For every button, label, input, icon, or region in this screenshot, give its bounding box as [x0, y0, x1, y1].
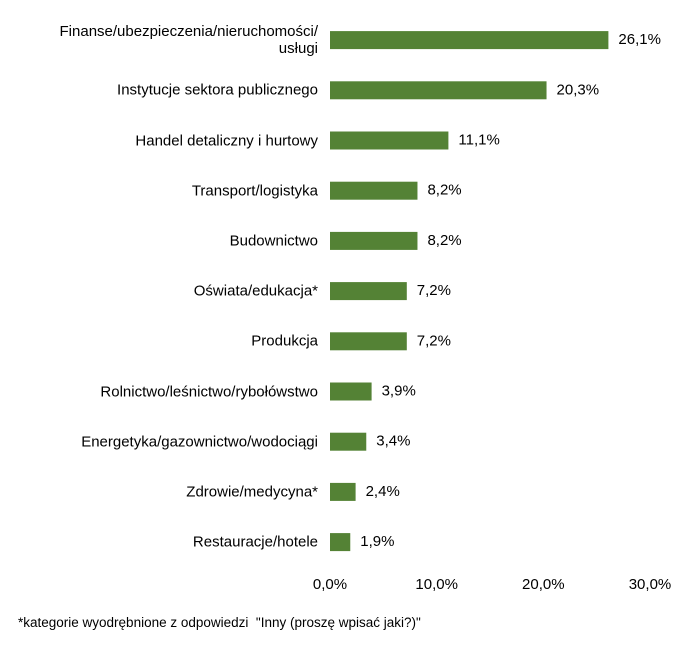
x-tick-label: 10,0%	[415, 576, 458, 593]
category-label: Zdrowie/medycyna*	[186, 483, 318, 501]
category-label: Transport/logistyka	[191, 182, 318, 200]
value-label: 20,3%	[557, 81, 600, 98]
value-label: 3,9%	[382, 382, 416, 399]
bar	[330, 382, 372, 401]
value-label: 8,2%	[427, 232, 461, 249]
category-label: Handel detaliczny i hurtowy	[135, 132, 318, 149]
bar	[330, 31, 609, 50]
value-label: 26,1%	[618, 31, 661, 48]
value-label: 11,1%	[458, 131, 499, 148]
x-tick-label: 20,0%	[522, 576, 565, 593]
bar	[330, 282, 407, 301]
value-label: 3,4%	[376, 433, 410, 450]
bar	[330, 482, 356, 501]
category-label: Produkcja	[251, 332, 318, 350]
category-label: Rolnictwo/leśnictwo/rybołówstwo	[100, 383, 318, 400]
bar	[330, 231, 418, 250]
bar	[330, 533, 351, 552]
category-label: Oświata/edukacja*	[193, 282, 318, 300]
bar	[330, 432, 367, 451]
bar	[330, 181, 418, 200]
value-label: 7,2%	[417, 282, 451, 299]
bar	[330, 332, 407, 351]
x-tick-label: 0,0%	[313, 576, 347, 593]
value-label: 2,4%	[366, 483, 400, 500]
category-label: Energetyka/gazownictwo/wodociągi	[81, 433, 318, 451]
value-label: 7,2%	[417, 332, 451, 349]
footnote: *kategorie wyodrębnione z odpowiedzi "In…	[18, 615, 421, 630]
bar	[330, 81, 547, 100]
category-label: Budownictwo	[229, 232, 318, 250]
value-label: 1,9%	[360, 533, 394, 550]
bar	[330, 131, 449, 150]
category-label: Restauracje/hotele	[192, 533, 318, 551]
x-tick-label: 30,0%	[629, 576, 672, 593]
value-label: 8,2%	[427, 182, 461, 199]
category-label: Finanse/ubezpieczenia/nieruchomości/ usł…	[59, 23, 318, 58]
category-label: Instytucje sektora publicznego	[117, 81, 318, 99]
